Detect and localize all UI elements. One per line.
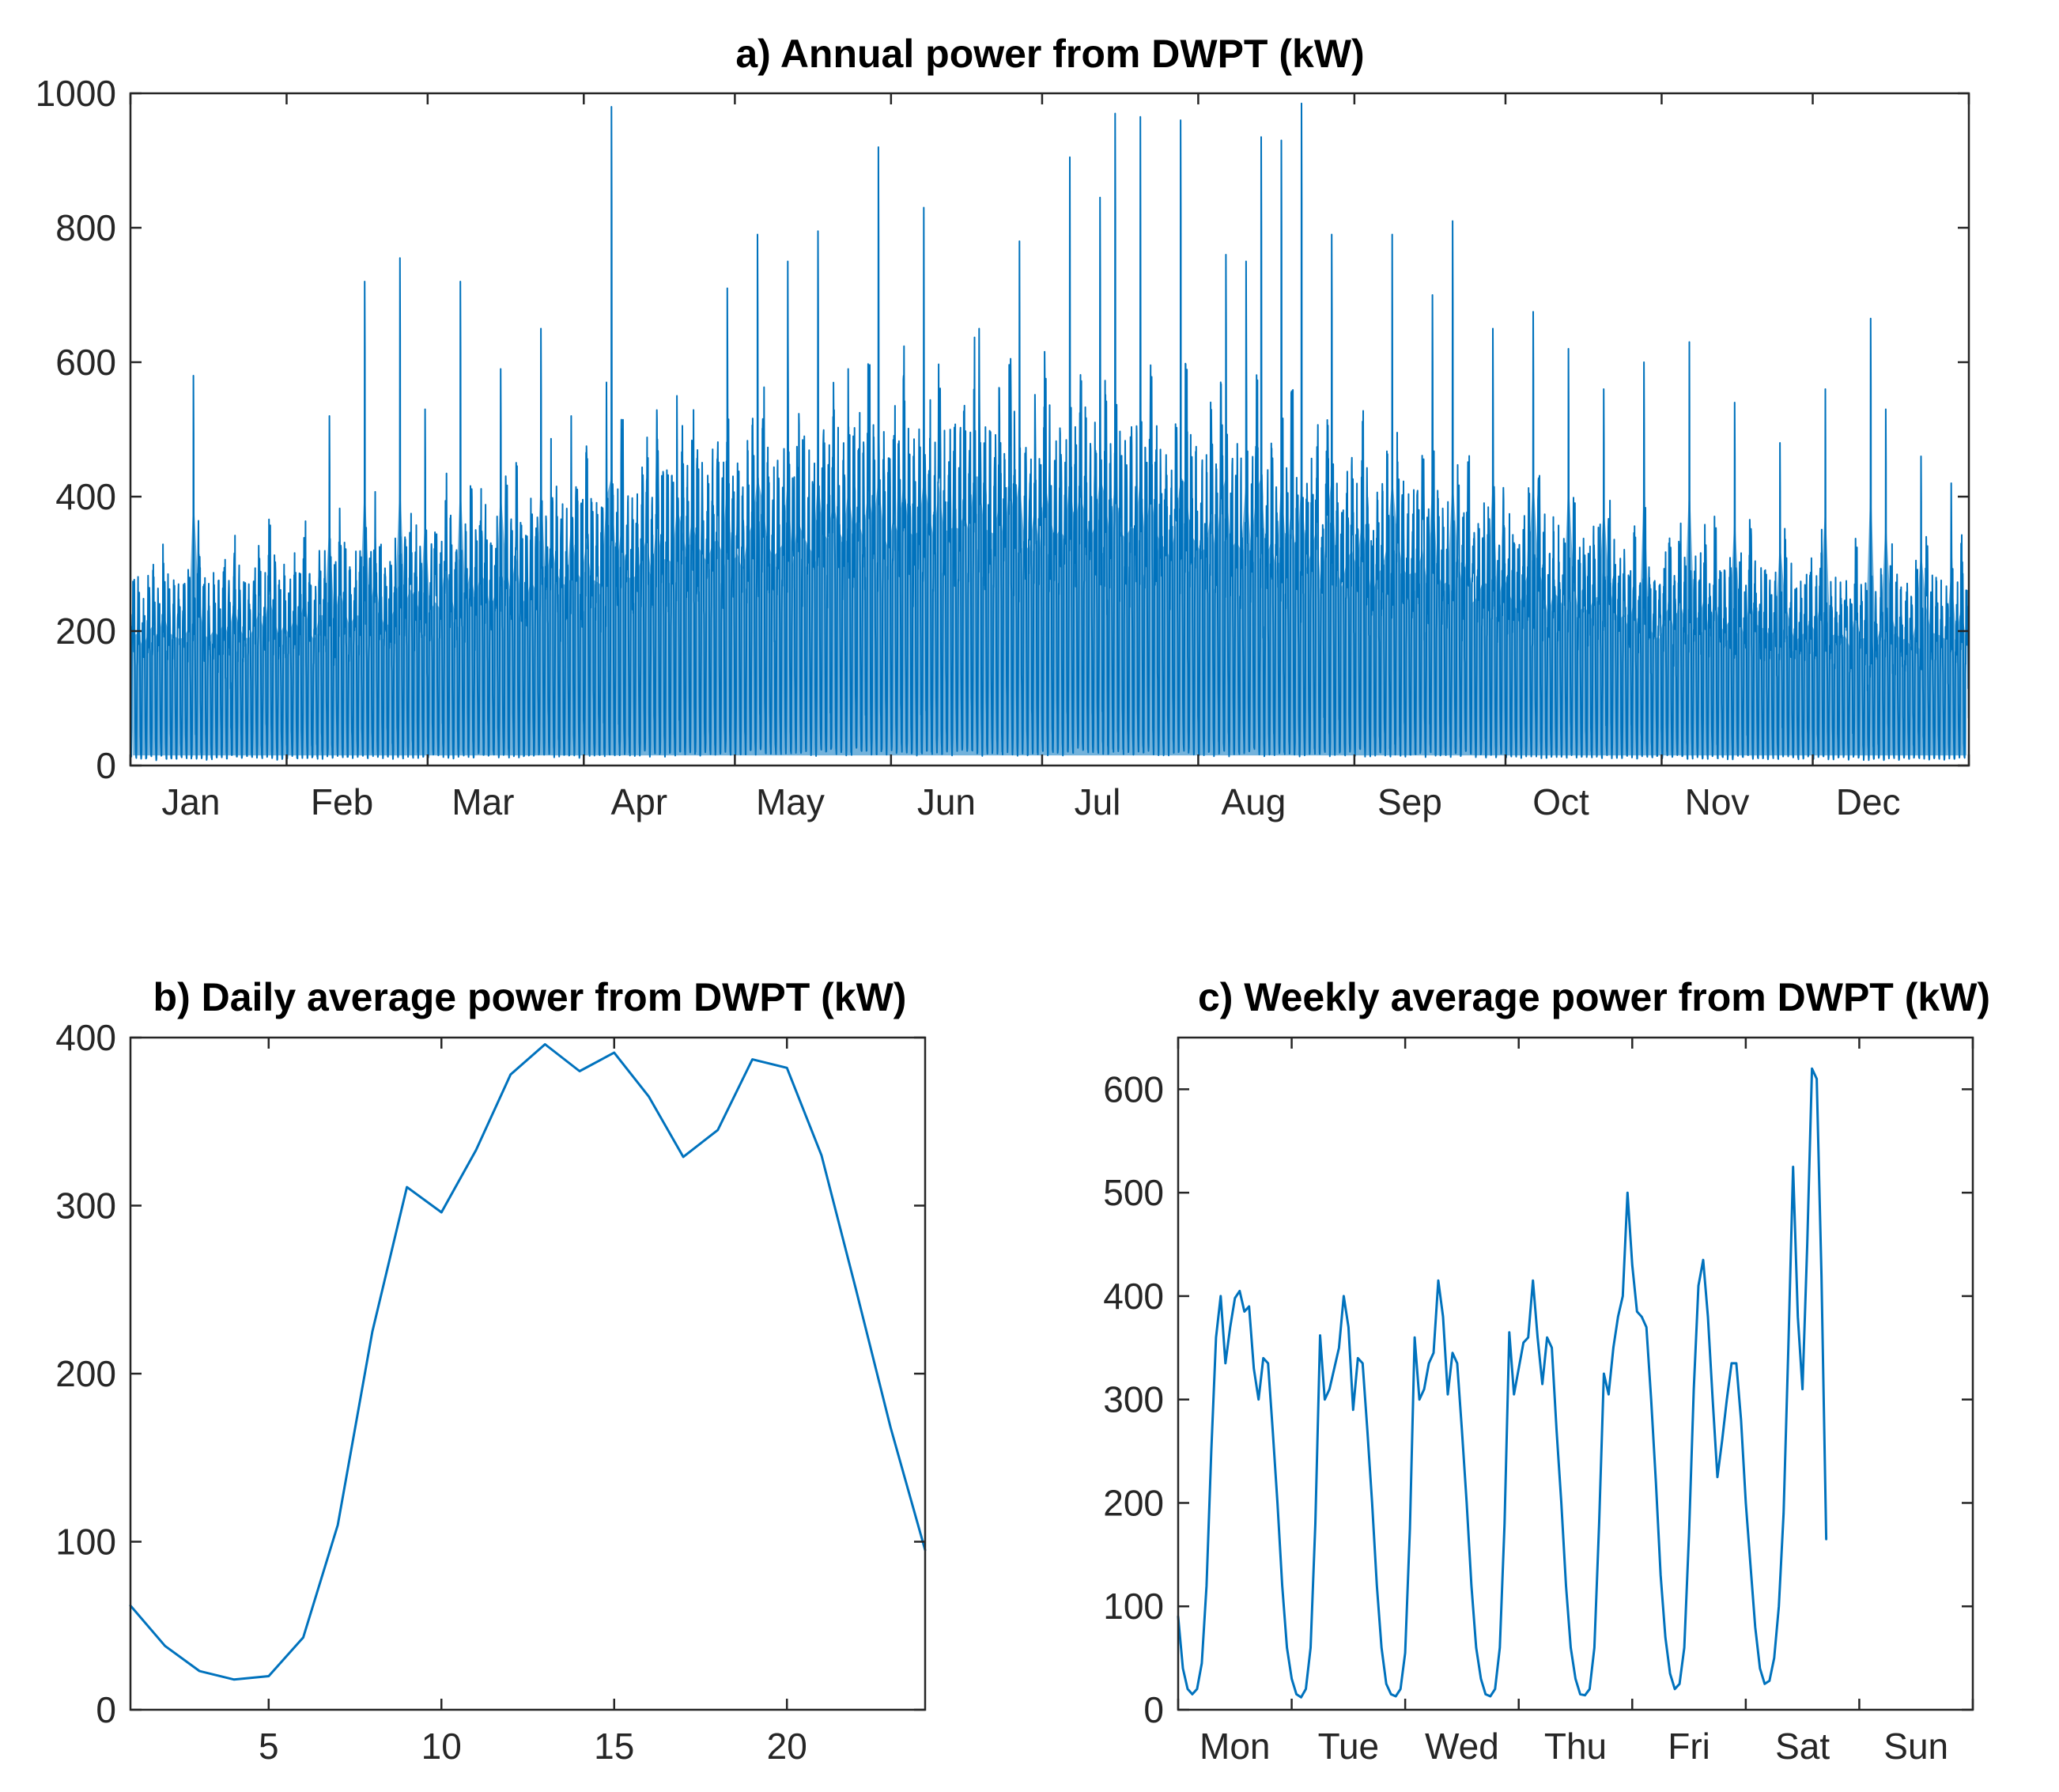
daily-y-tick-label: 0 [96, 1689, 116, 1730]
annual-power-envelope [133, 476, 1966, 756]
annual-x-axis: Jan Feb Mar Apr May Jun Jul Aug Sep Oct Nov Dec [129, 93, 1970, 822]
weekly-y-axis: 0 100 200 300 400 500 600 [1103, 1068, 1973, 1730]
annual-month-label: Mar [451, 781, 514, 822]
weekly-y-tick-label: 100 [1103, 1586, 1164, 1627]
annual-month-label: Sep [1377, 781, 1442, 822]
daily-y-tick-label: 200 [55, 1353, 116, 1394]
daily-y-tick-label: 400 [55, 1017, 116, 1058]
annual-y-tick-label: 400 [55, 476, 116, 517]
weekly-day-label: Tue [1318, 1726, 1380, 1767]
daily-y-axis: 0 100 200 300 400 [55, 1017, 925, 1730]
annual-month-label: Nov [1685, 781, 1750, 822]
weekly-y-tick-label: 600 [1103, 1068, 1164, 1110]
weekly-day-label: Thu [1544, 1726, 1607, 1767]
annual-y-tick-label: 800 [55, 207, 116, 248]
annual-y-tick-label: 600 [55, 342, 116, 383]
annual-month-label: Dec [1836, 781, 1901, 822]
daily-power-series [129, 1043, 927, 1681]
weekly-chart-title: c) Weekly average power from DWPT (kW) [1198, 975, 1990, 1019]
daily-power-chart: b) Daily average power from DWPT (kW) 0 1… [55, 975, 927, 1767]
daily-y-tick-label: 100 [55, 1522, 116, 1563]
weekly-x-axis: Mon Tue Wed Thu Fri Sat Sun [1177, 1038, 1974, 1767]
weekly-power-series [1177, 1067, 1828, 1699]
annual-month-label: Apr [611, 781, 668, 822]
daily-y-tick-label: 300 [55, 1185, 116, 1227]
annual-month-label: Jul [1075, 781, 1121, 822]
daily-x-tick-label: 10 [421, 1726, 462, 1767]
weekly-y-tick-label: 300 [1103, 1379, 1164, 1420]
annual-y-axis: 0 200 400 600 800 1000 [36, 73, 1969, 786]
daily-x-axis: 5 10 15 20 [259, 1038, 807, 1767]
daily-x-tick-label: 5 [259, 1726, 279, 1767]
daily-x-tick-label: 20 [767, 1726, 807, 1767]
annual-month-label: Feb [311, 781, 373, 822]
annual-month-label: May [756, 781, 825, 822]
weekly-day-label: Sun [1883, 1726, 1948, 1767]
annual-y-tick-label: 1000 [36, 73, 116, 114]
weekly-y-tick-label: 500 [1103, 1172, 1164, 1213]
annual-y-tick-label: 200 [55, 611, 116, 652]
weekly-day-label: Fri [1668, 1726, 1710, 1767]
annual-y-tick-label: 0 [96, 745, 116, 786]
annual-month-label: Jun [917, 781, 976, 822]
annual-month-label: Aug [1222, 781, 1286, 822]
weekly-axes-box [1177, 1036, 1974, 1711]
weekly-y-tick-label: 200 [1103, 1482, 1164, 1523]
annual-month-label: Oct [1532, 781, 1589, 822]
daily-chart-title: b) Daily average power from DWPT (kW) [153, 975, 907, 1019]
annual-axes-box [129, 92, 1970, 767]
weekly-y-tick-label: 400 [1103, 1276, 1164, 1317]
weekly-power-chart: c) Weekly average power from DWPT (kW) 0… [1103, 975, 1990, 1767]
weekly-day-label: Sat [1775, 1726, 1830, 1767]
annual-power-chart: a) Annual power from DWPT (kW) 0 200 400 60… [36, 32, 1970, 822]
weekly-day-label: Mon [1200, 1726, 1270, 1767]
weekly-day-label: Wed [1425, 1726, 1499, 1767]
weekly-y-tick-label: 0 [1143, 1689, 1164, 1730]
daily-x-tick-label: 15 [594, 1726, 634, 1767]
annual-month-label: Jan [161, 781, 220, 822]
annual-chart-title: a) Annual power from DWPT (kW) [735, 32, 1364, 76]
